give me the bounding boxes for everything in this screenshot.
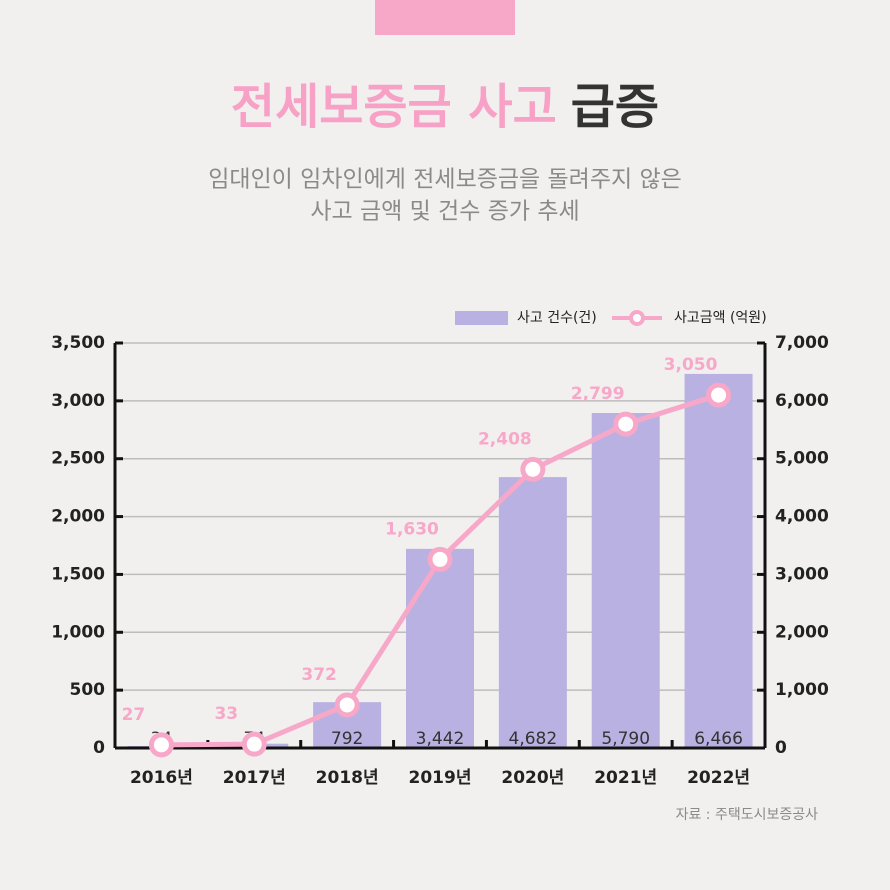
y2-tick-label: 4,000 (775, 507, 829, 527)
line-value-label: 27 (122, 705, 146, 725)
line-value-label: 3,050 (664, 355, 718, 375)
title-rest: 급증 (571, 79, 659, 135)
legend-marker (629, 310, 645, 326)
line-marker (613, 411, 639, 437)
legend-swatch (455, 311, 508, 325)
bar-value-label: 792 (331, 729, 363, 749)
x-tick-label: 2017년 (223, 768, 286, 788)
subtitle: 임대인이 임차인에게 전세보증금을 돌려주지 않은 (208, 167, 682, 193)
chart-title: 전세보증금 사고 급증 (231, 79, 659, 135)
subtitle: 사고 금액 및 건수 증가 추세 (310, 199, 579, 225)
title-highlight: 전세보증금 사고 (231, 79, 557, 135)
y2-tick-label: 0 (775, 738, 787, 758)
line-marker (148, 732, 174, 758)
line-value-label: 372 (301, 665, 337, 685)
y2-tick-label: 7,000 (775, 333, 829, 353)
line-marker (427, 546, 453, 572)
bar-value-label: 3,442 (416, 729, 465, 749)
bar-value-label: 5,790 (601, 729, 650, 749)
y-tick-label: 3,500 (51, 333, 105, 353)
y2-tick-label: 2,000 (775, 622, 829, 642)
y-tick-label: 500 (70, 680, 106, 700)
bar (498, 477, 567, 748)
x-tick-label: 2019년 (409, 768, 472, 788)
y2-tick-label: 5,000 (775, 449, 829, 469)
bar (684, 373, 753, 748)
line-value-label: 1,630 (385, 519, 439, 539)
bar (591, 413, 660, 748)
line-marker (706, 382, 732, 408)
x-tick-label: 2018년 (316, 768, 379, 788)
y2-tick-label: 3,000 (775, 564, 829, 584)
line-marker (241, 731, 267, 757)
y-tick-label: 1,000 (51, 622, 105, 642)
bar-value-label: 6,466 (694, 729, 743, 749)
x-tick-label: 2020년 (501, 768, 564, 788)
x-tick-label: 2016년 (130, 768, 193, 788)
y2-tick-label: 6,000 (775, 391, 829, 411)
bar (406, 548, 474, 748)
x-tick-label: 2021년 (594, 768, 657, 788)
line-value-label: 33 (214, 704, 238, 724)
line-marker (334, 692, 360, 718)
line-value-label: 2,799 (571, 384, 625, 404)
y2-tick-label: 1,000 (775, 680, 829, 700)
y-tick-label: 0 (93, 738, 105, 758)
y-tick-label: 2,500 (51, 449, 105, 469)
x-tick-label: 2022년 (687, 768, 750, 788)
legend-label: 사고금액 (억원) (674, 310, 767, 326)
y-tick-label: 2,000 (51, 507, 105, 527)
line-marker (520, 456, 546, 482)
bar-value-label: 4,682 (509, 729, 558, 749)
top-accent (375, 0, 515, 35)
y-tick-label: 1,500 (51, 564, 105, 584)
line-value-label: 2,408 (478, 429, 532, 449)
legend-label: 사고 건수(건) (517, 310, 597, 326)
source: 자료 : 주택도시보증공사 (676, 807, 819, 823)
y-tick-label: 3,000 (51, 391, 105, 411)
